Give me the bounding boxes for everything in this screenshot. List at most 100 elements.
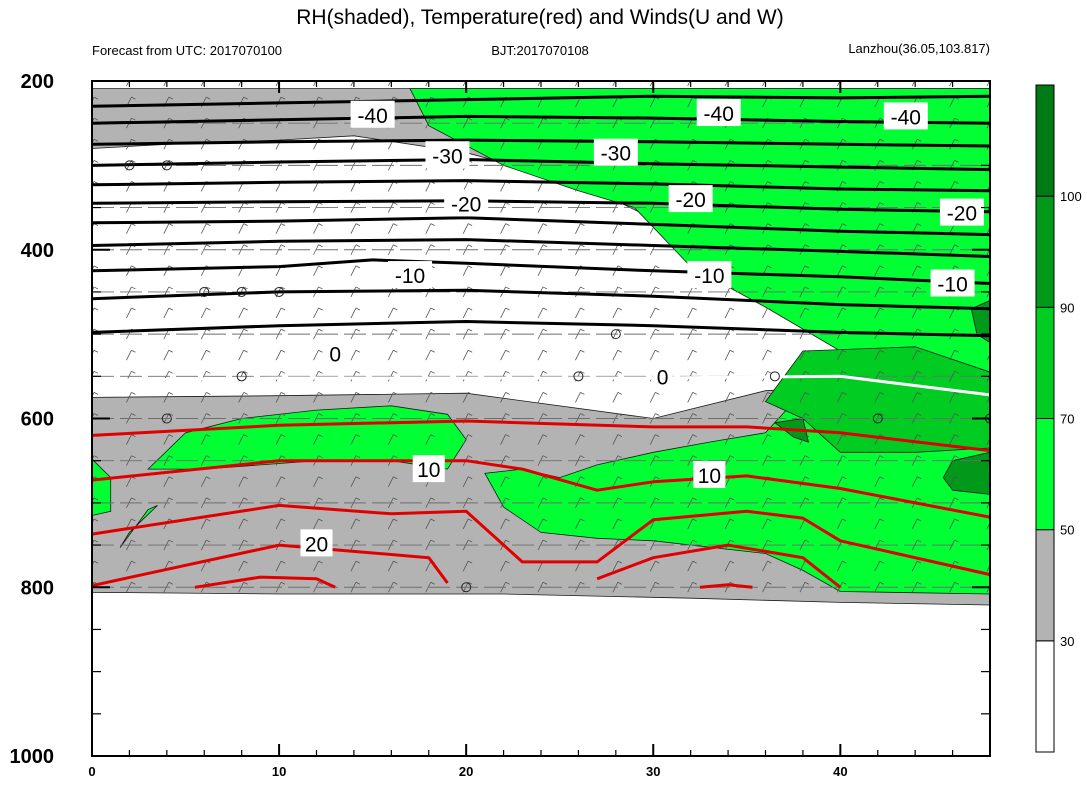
- wind-barb-flag: [280, 497, 286, 501]
- wind-barb-flag: [842, 497, 847, 501]
- wind-barb-flag: [729, 413, 735, 416]
- wind-barb-flag: [244, 76, 248, 78]
- wind-barb: [500, 349, 510, 361]
- wind-barb: [163, 434, 174, 445]
- wind-barb-flag: [842, 518, 847, 522]
- wind-barb-flag: [430, 349, 435, 353]
- contour-label: -20: [675, 189, 705, 212]
- wind-barb-flag: [879, 138, 884, 142]
- calm-wind-circle: [124, 160, 135, 171]
- wind-barb-flag: [879, 202, 884, 205]
- wind-barb: [836, 349, 847, 361]
- wind-barb: [200, 349, 211, 361]
- wind-barb: [275, 81, 280, 87]
- wind-barb: [238, 392, 248, 403]
- wind-barb-staff: [275, 560, 282, 572]
- wind-barb: [949, 392, 959, 403]
- wind-barb-staff: [200, 328, 207, 340]
- temperature-contour-0: [92, 320, 990, 338]
- wind-barb: [238, 76, 248, 87]
- wind-barb-flag: [842, 560, 847, 564]
- wind-barb-flag: [580, 307, 585, 311]
- wind-barb-flag: [729, 560, 735, 564]
- wind-barb-flag: [655, 392, 660, 395]
- wind-barb-flag: [879, 455, 884, 459]
- wind-barb: [387, 349, 398, 361]
- wind-barb-flag: [280, 413, 286, 416]
- wind-barb: [537, 392, 548, 403]
- y-tick-label: 200: [21, 71, 54, 93]
- wind-barb-flag: [168, 497, 174, 501]
- wind-barb: [200, 497, 211, 509]
- wind-barb: [911, 349, 922, 361]
- wind-barb-staff: [275, 307, 282, 319]
- wind-barb-flag: [580, 286, 585, 290]
- wind-barb-flag: [729, 392, 735, 395]
- wind-barb-flag: [729, 539, 735, 543]
- wind-barb-staff: [537, 307, 544, 319]
- wind-barb-staff: [126, 476, 132, 487]
- wind-barb: [126, 560, 136, 572]
- wind-barb-staff: [649, 560, 656, 572]
- wind-barb-flag: [542, 518, 548, 522]
- bjt-time-label: BJT:2017070108: [491, 43, 589, 58]
- wind-barb-flag: [842, 286, 847, 290]
- wind-barb-flag: [505, 202, 510, 205]
- wind-barb: [649, 307, 660, 319]
- wind-barb-flag: [842, 413, 847, 416]
- wind-barb-flag: [393, 455, 398, 459]
- wind-barb-flag: [131, 265, 136, 269]
- wind-barb-flag: [617, 307, 623, 311]
- wind-barb-staff: [500, 307, 506, 319]
- wind-barb-flag: [131, 286, 136, 290]
- wind-barb-staff: [687, 518, 694, 530]
- wind-barb: [836, 476, 847, 487]
- wind-barb-staff: [126, 223, 132, 234]
- wind-barb: [387, 81, 392, 87]
- wind-barb: [575, 434, 585, 445]
- wind-barb-staff: [350, 181, 357, 192]
- wind-barb-flag: [131, 560, 136, 564]
- wind-barb-flag: [243, 244, 248, 248]
- wind-barb-staff: [238, 350, 245, 361]
- wind-barb: [350, 81, 354, 87]
- contour-label-bg: [930, 269, 975, 297]
- wind-barb-flag: [954, 138, 959, 142]
- wind-barb-flag: [655, 265, 660, 269]
- wind-barb: [874, 349, 884, 361]
- wind-barb-flag: [804, 138, 810, 142]
- wind-barb-staff: [836, 434, 843, 445]
- wind-barb-staff: [163, 307, 170, 319]
- wind-barb-flag: [93, 96, 99, 100]
- wind-barb-flag: [992, 435, 996, 437]
- wind-barb-staff: [238, 307, 245, 319]
- wind-barb: [275, 434, 286, 445]
- wind-barb-flag: [355, 413, 361, 416]
- wind-barb-staff: [911, 265, 918, 277]
- wind-barb-staff: [92, 181, 95, 187]
- wind-barb-flag: [505, 434, 510, 437]
- wind-barb-staff: [350, 434, 357, 445]
- wind-barb: [949, 518, 959, 530]
- wind-barb-flag: [617, 349, 623, 353]
- wind-barb: [275, 560, 286, 572]
- wind-barb: [537, 307, 548, 319]
- wind-barb: [874, 560, 884, 572]
- wind-barb: [836, 434, 847, 445]
- wind-barb-flag: [804, 181, 810, 184]
- wind-barb-flag: [693, 76, 697, 78]
- wind-barb: [163, 307, 174, 319]
- wind-barb-staff: [163, 223, 170, 234]
- wind-barb-flag: [280, 328, 286, 332]
- wind-barb-staff: [425, 350, 432, 361]
- wind-barb-staff: [537, 518, 544, 530]
- wind-barb-flag: [355, 328, 361, 332]
- wind-barb-flag: [992, 414, 996, 416]
- wind-barb-flag: [992, 329, 996, 331]
- wind-barb-flag: [954, 434, 959, 437]
- wind-barb-staff: [537, 476, 544, 487]
- wind-barb-flag: [842, 434, 847, 437]
- wind-barb: [649, 81, 654, 87]
- wind-barb: [687, 76, 697, 87]
- wind-barb-staff: [500, 181, 506, 192]
